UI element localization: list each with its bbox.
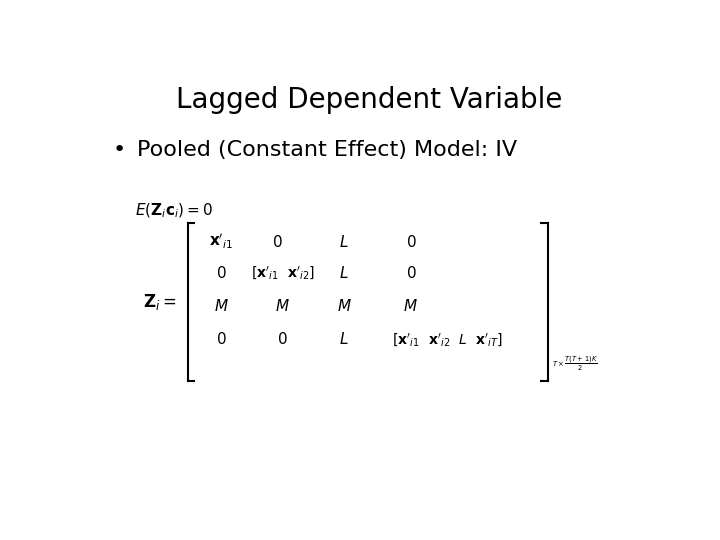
Text: $\left[\mathbf{x}'_{i1}\ \ \mathbf{x}'_{i2}\ \ L\ \ \mathbf{x}'_{iT}\right]$: $\left[\mathbf{x}'_{i1}\ \ \mathbf{x}'_{… — [392, 330, 503, 348]
Text: $0$: $0$ — [405, 265, 416, 281]
Text: $0$: $0$ — [405, 233, 416, 249]
Text: $0$: $0$ — [216, 331, 227, 347]
Text: $\left[\mathbf{x}'_{i1}\ \ \mathbf{x}'_{i2}\right]$: $\left[\mathbf{x}'_{i1}\ \ \mathbf{x}'_{… — [251, 264, 315, 281]
Text: $_{T\times\dfrac{T(T+1)K}{2}}$: $_{T\times\dfrac{T(T+1)K}{2}}$ — [552, 354, 598, 373]
Text: $M$: $M$ — [275, 298, 290, 314]
Text: $M$: $M$ — [214, 298, 228, 314]
Text: $\mathbf{x}'_{i1}$: $\mathbf{x}'_{i1}$ — [209, 232, 233, 251]
Text: $0$: $0$ — [216, 265, 227, 281]
Text: •: • — [112, 140, 125, 160]
Text: $M$: $M$ — [403, 298, 418, 314]
Text: $M$: $M$ — [336, 298, 351, 314]
Text: $L$: $L$ — [339, 265, 348, 281]
Text: Lagged Dependent Variable: Lagged Dependent Variable — [176, 85, 562, 113]
Text: Pooled (Constant Effect) Model: IV: Pooled (Constant Effect) Model: IV — [138, 140, 518, 160]
Text: $0$: $0$ — [271, 233, 282, 249]
Text: $L$: $L$ — [339, 331, 348, 347]
Text: $E(\mathbf{Z}_i\mathbf{c}_i) = 0$: $E(\mathbf{Z}_i\mathbf{c}_i) = 0$ — [135, 202, 213, 220]
Text: $L$: $L$ — [339, 233, 348, 249]
Text: $0$: $0$ — [277, 331, 288, 347]
Text: $\mathbf{Z}_i =$: $\mathbf{Z}_i =$ — [143, 292, 176, 312]
